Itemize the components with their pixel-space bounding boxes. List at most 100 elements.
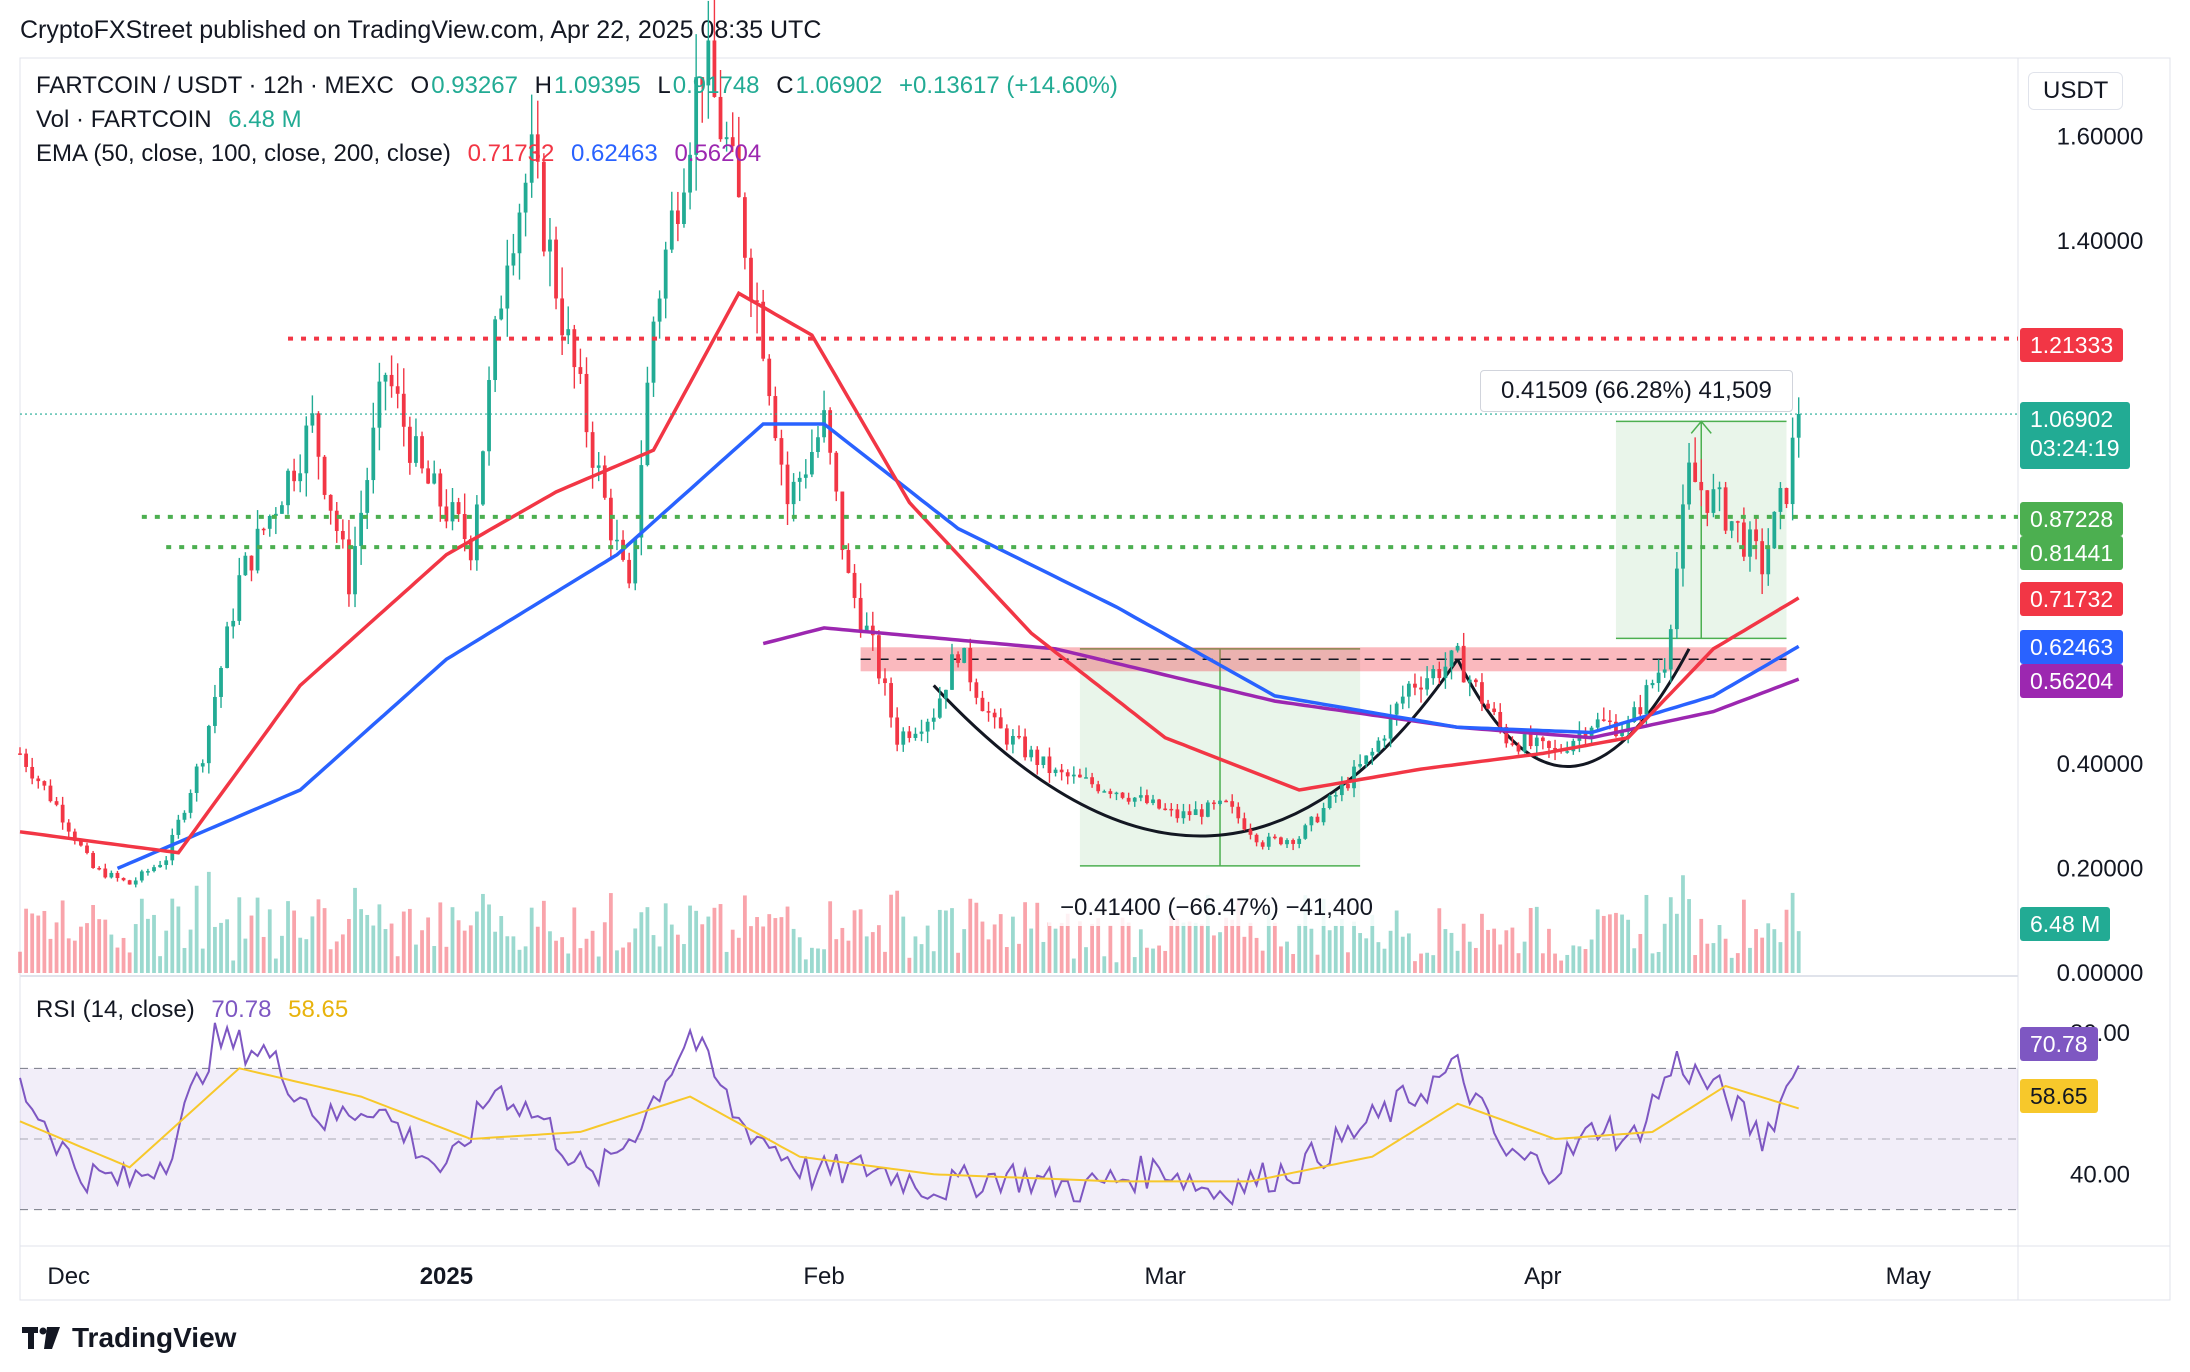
candle-body	[1041, 756, 1046, 765]
candle-body	[846, 550, 851, 573]
candle-body	[797, 477, 802, 482]
candle-body	[883, 678, 887, 684]
candle-body	[1583, 732, 1588, 739]
candle-body	[1242, 818, 1247, 830]
volume-bar	[1516, 953, 1521, 973]
candle-body	[499, 308, 504, 320]
volume-bar	[481, 893, 485, 973]
candle-body	[1285, 840, 1289, 845]
volume-bar	[1492, 928, 1497, 973]
candle-body	[1486, 703, 1490, 709]
volume-bar	[1157, 945, 1161, 973]
volume-bar	[1102, 956, 1107, 973]
volume-bar	[213, 926, 217, 973]
candle-body	[712, 40, 717, 97]
chart-canvas[interactable]: 1.600001.400000.400000.200000.0000080.00…	[0, 0, 2190, 1302]
volume-bar	[1126, 922, 1131, 973]
low-label: L	[657, 72, 671, 99]
volume-bar	[1577, 946, 1582, 973]
volume-bar	[383, 929, 388, 973]
candle-body	[30, 766, 35, 779]
support-lower-tag: 0.81441	[2020, 536, 2124, 570]
volume-bar	[152, 914, 156, 973]
candle-body	[1741, 522, 1746, 557]
volume-bar	[968, 898, 973, 973]
candle-body	[1090, 777, 1094, 785]
currency-label[interactable]: USDT	[2028, 72, 2124, 110]
rsi-line	[19, 1022, 1800, 1207]
candle-body	[682, 192, 686, 224]
volume-bar	[237, 897, 242, 973]
candle-body	[651, 321, 656, 383]
candle-body	[1059, 769, 1064, 773]
volume-bar	[1480, 913, 1484, 973]
volume-bar	[810, 947, 814, 973]
candle-body	[1699, 481, 1704, 491]
candle-body	[1376, 740, 1381, 752]
volume-bar	[931, 951, 936, 973]
tradingview-logo[interactable]: TradingView	[22, 1322, 236, 1354]
rsi-label[interactable]: RSI (14, close)	[36, 996, 195, 1023]
legend-ohlc-row: FARTCOIN / USDT · 12h · MEXC O0.93267 H1…	[36, 72, 1128, 100]
candle-body	[858, 597, 863, 631]
candle-body	[1333, 795, 1338, 797]
candle-body	[1017, 735, 1021, 738]
volume-bar	[1346, 952, 1350, 973]
measure-up-label[interactable]: 0.41509 (66.28%) 41,509	[1480, 370, 1793, 412]
volume-bar	[255, 897, 260, 973]
volume-bar	[310, 916, 315, 973]
volume-bar	[456, 920, 461, 973]
candle-body	[803, 474, 808, 478]
candle-body	[1218, 800, 1222, 805]
volume-bar	[1784, 909, 1789, 973]
volume-bar	[1504, 930, 1509, 973]
symbol-label[interactable]: FARTCOIN / USDT · 12h · MEXC	[36, 72, 394, 99]
candle-body	[72, 831, 77, 841]
candle-body	[1400, 696, 1405, 704]
volume-bar	[1699, 918, 1704, 973]
candle-body	[1760, 541, 1765, 575]
volume-bar	[474, 911, 479, 973]
candle-body	[1413, 683, 1417, 688]
candle-body	[517, 212, 522, 254]
volume-bar	[1772, 929, 1777, 973]
volume-bar	[1729, 957, 1734, 973]
volume-bar	[913, 936, 918, 973]
candle-body	[1053, 769, 1058, 774]
volume-bar	[980, 921, 985, 973]
ema50-price-tag: 0.71732	[2020, 582, 2124, 616]
volume-label[interactable]: Vol · FARTCOIN	[36, 106, 212, 133]
candle-body	[18, 753, 22, 755]
bar-countdown: 03:24:19	[2030, 435, 2120, 461]
candle-body	[1565, 751, 1570, 753]
volume-bar	[1114, 962, 1119, 973]
candle-body	[1138, 795, 1143, 798]
volume-bar	[895, 890, 900, 973]
candle-body	[1132, 797, 1137, 802]
volume-bar	[18, 951, 22, 973]
candle-body	[371, 427, 376, 481]
volume-bar	[706, 916, 711, 973]
volume-bar	[1741, 899, 1746, 973]
measure-down-label[interactable]: −0.41400 (−66.47%) −41,400	[1048, 890, 1385, 926]
volume-price-tag: 6.48 M	[2020, 907, 2111, 941]
volume-bar	[1065, 913, 1070, 973]
candle-body	[749, 257, 753, 301]
candle-body	[718, 96, 723, 140]
close-value: 1.06902	[795, 72, 883, 99]
candle-body	[675, 210, 680, 224]
volume-bar	[822, 949, 826, 973]
candle-body	[810, 452, 814, 475]
candle-body	[261, 528, 266, 531]
volume-bar	[420, 930, 424, 973]
time-tick-label: May	[1886, 1263, 1931, 1290]
candle-body	[481, 451, 485, 505]
volume-bar	[1388, 930, 1393, 973]
volume-bar	[1352, 921, 1356, 973]
ema-label[interactable]: EMA (50, close, 100, close, 200, close)	[36, 140, 451, 167]
candle-body	[1717, 487, 1722, 490]
candle-body	[1595, 719, 1600, 728]
tradingview-logo-icon	[22, 1327, 60, 1349]
candle-body	[937, 698, 942, 718]
volume-bar	[1674, 913, 1679, 973]
